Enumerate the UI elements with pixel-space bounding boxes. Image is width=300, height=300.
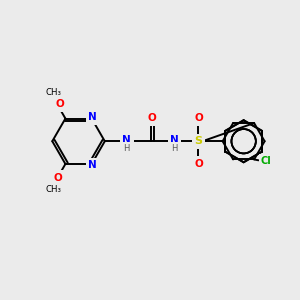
Text: O: O [194, 159, 203, 169]
Text: N: N [88, 160, 97, 170]
Text: Cl: Cl [260, 156, 271, 166]
Text: N: N [88, 112, 97, 122]
Text: CH₃: CH₃ [45, 185, 61, 194]
Text: N: N [170, 135, 179, 146]
Text: O: O [194, 113, 203, 124]
Text: O: O [55, 99, 64, 109]
Text: CH₃: CH₃ [45, 88, 61, 97]
Text: N: N [122, 135, 131, 146]
Text: O: O [148, 113, 156, 124]
Text: H: H [171, 144, 178, 153]
Text: S: S [194, 136, 202, 146]
Text: H: H [124, 144, 130, 153]
Text: O: O [54, 173, 63, 183]
